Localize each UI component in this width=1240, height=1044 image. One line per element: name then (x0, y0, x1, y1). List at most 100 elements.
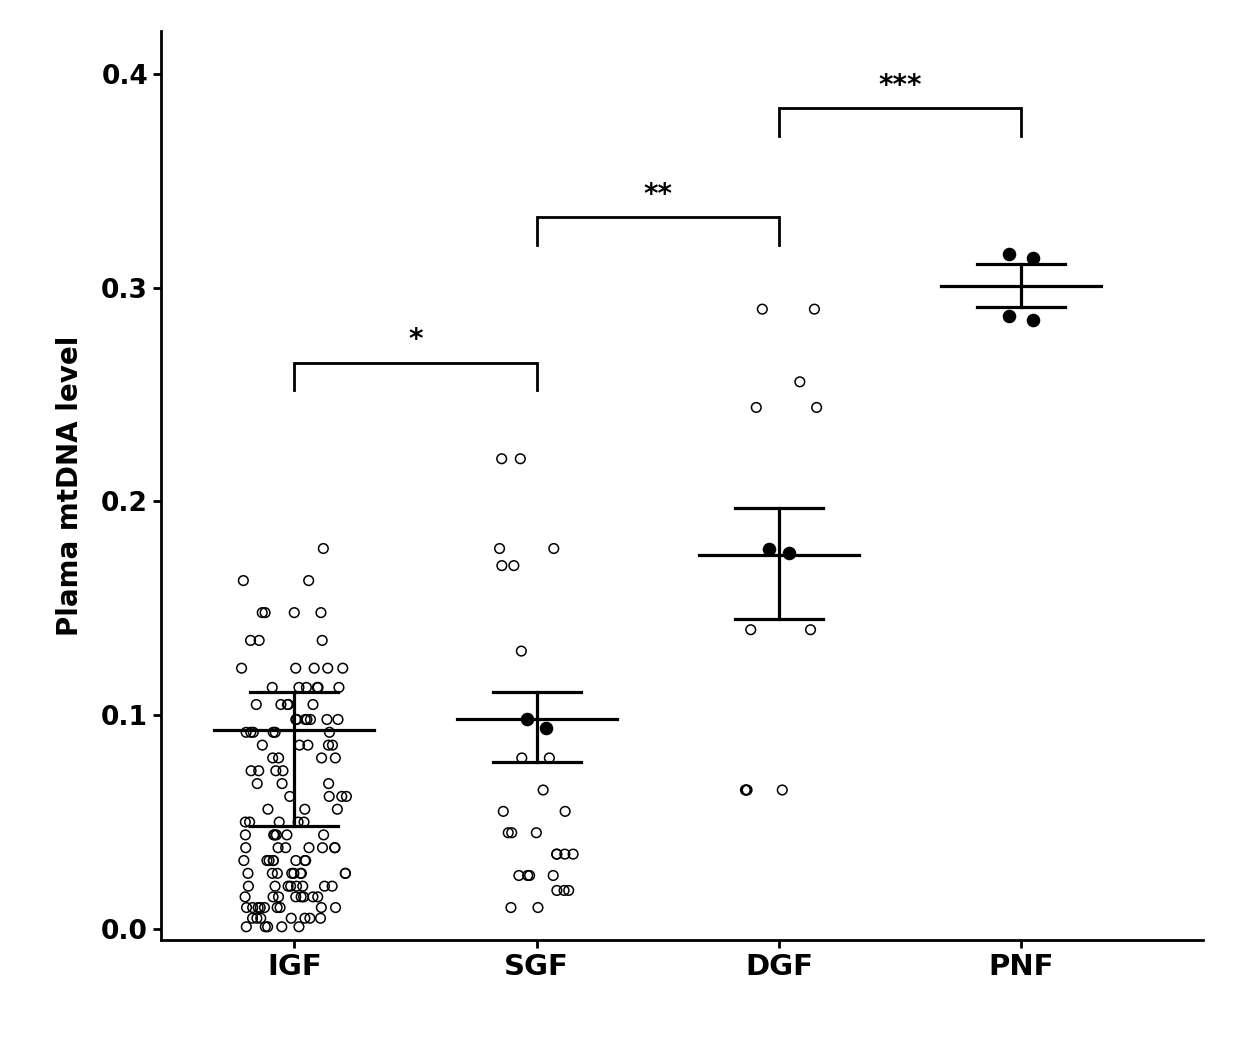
Point (281, 865, 301, 882)
Point (737, 782, 756, 799)
Point (255, 604, 275, 621)
Point (325, 839, 345, 856)
Point (303, 696, 322, 713)
Point (740, 621, 760, 638)
Point (268, 899, 288, 916)
Point (291, 888, 311, 905)
Point (295, 711, 315, 728)
Point (265, 878, 285, 895)
Point (805, 301, 825, 317)
Point (317, 711, 337, 728)
Point (295, 852, 315, 869)
Point (265, 827, 285, 844)
Point (258, 801, 278, 817)
Point (539, 750, 559, 766)
Text: **: ** (644, 181, 672, 209)
Point (252, 604, 272, 621)
Point (257, 852, 277, 869)
Point (278, 696, 298, 713)
Point (285, 660, 305, 677)
Point (237, 899, 257, 916)
Point (237, 919, 257, 935)
Point (250, 910, 270, 927)
Point (329, 679, 348, 695)
Point (289, 919, 309, 935)
Point (296, 852, 316, 869)
Point (291, 865, 311, 882)
Point (272, 696, 291, 713)
Point (325, 750, 345, 766)
Point (236, 888, 255, 905)
Point (320, 723, 340, 740)
Point (298, 737, 317, 754)
Point (258, 919, 278, 935)
Point (517, 711, 537, 728)
Point (269, 888, 289, 905)
Point (556, 803, 575, 820)
Point (735, 782, 755, 799)
Point (293, 878, 312, 895)
Point (544, 540, 564, 556)
Point (269, 813, 289, 830)
Point (547, 882, 567, 899)
Point (265, 723, 285, 740)
Point (299, 572, 319, 589)
Point (233, 572, 253, 589)
Point (247, 776, 267, 792)
Point (272, 776, 291, 792)
Point (286, 711, 306, 728)
Point (286, 878, 306, 895)
Point (280, 878, 300, 895)
Point (336, 865, 356, 882)
Point (249, 632, 269, 648)
Point (300, 711, 320, 728)
Point (294, 813, 314, 830)
Point (501, 899, 521, 916)
Point (319, 737, 339, 754)
Point (492, 450, 512, 467)
Point (249, 762, 269, 779)
Point (264, 852, 284, 869)
Point (527, 825, 547, 841)
Point (310, 910, 330, 927)
Point (547, 846, 567, 862)
Point (807, 399, 827, 416)
Point (280, 788, 300, 805)
Point (247, 696, 267, 713)
Point (528, 899, 548, 916)
Point (272, 919, 291, 935)
Point (759, 540, 779, 556)
Point (239, 813, 259, 830)
Point (254, 899, 274, 916)
Point (268, 865, 288, 882)
Point (303, 888, 322, 905)
Point (295, 910, 315, 927)
Point (319, 788, 339, 805)
Point (263, 888, 283, 905)
Point (325, 839, 345, 856)
Point (537, 719, 557, 736)
Point (773, 782, 792, 799)
Point (533, 782, 553, 799)
Point (289, 679, 309, 695)
Point (263, 750, 283, 766)
Point (267, 827, 286, 844)
Point (503, 557, 523, 574)
Point (322, 878, 342, 895)
Point (264, 827, 284, 844)
Point (520, 868, 539, 884)
Point (308, 888, 327, 905)
Point (999, 245, 1019, 262)
Point (278, 878, 298, 895)
Point (512, 750, 532, 766)
Point (238, 865, 258, 882)
Point (494, 803, 513, 820)
Point (241, 762, 260, 779)
Point (554, 882, 574, 899)
Point (737, 782, 756, 799)
Point (559, 882, 579, 899)
Point (492, 557, 512, 574)
Point (502, 825, 522, 841)
Point (490, 540, 510, 556)
Point (238, 878, 258, 895)
